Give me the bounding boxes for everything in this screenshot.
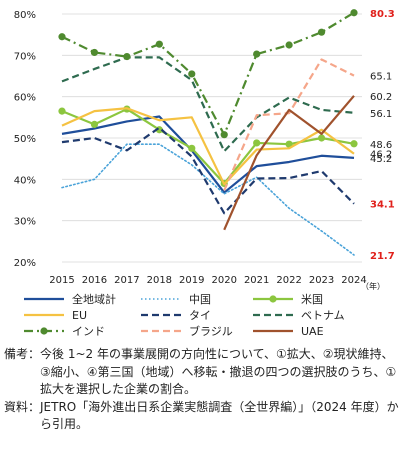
legend-label: 米国: [301, 293, 323, 306]
series-2-point: [285, 140, 293, 148]
x-tick-label: 2021: [244, 275, 269, 286]
note-source-label: 資料：: [4, 399, 41, 414]
series-8-line: [223, 95, 355, 231]
note-source-text: JETRO「海外進出日系企業実態調査（全世界編）」（2024 年度）から引用。: [40, 399, 399, 432]
y-tick-label: 30%: [14, 217, 36, 228]
legend-label: インド: [72, 325, 105, 338]
x-tick-label: 2022: [276, 275, 301, 286]
legend-marker: [40, 327, 48, 335]
legend-marker: [269, 295, 277, 303]
y-tick-label: 50%: [14, 134, 36, 145]
notes: 備考： 今後 1~2 年の事業展開の方向性について、①拡大、②現状維持、③縮小、…: [4, 346, 402, 434]
series-2-point: [188, 144, 196, 152]
series-lines: [58, 9, 358, 256]
series-4-line: [61, 126, 355, 215]
series-6-point: [90, 48, 99, 57]
y-tick-label: 20%: [14, 258, 36, 269]
series-6-point: [350, 9, 358, 17]
y-tick-label: 70%: [14, 51, 36, 62]
note-remarks-label: 備考：: [4, 347, 41, 361]
note-remarks-text: 今後 1~2 年の事業展開の方向性について、①拡大、②現状維持、③縮小、④第三国…: [40, 347, 397, 396]
x-axis-unit: （年）: [361, 281, 385, 291]
series-0-line: [61, 115, 355, 194]
series-2-point: [317, 134, 326, 142]
legend-label: ブラジル: [189, 324, 233, 338]
note-source: 資料： JETRO「海外進出日系企業実態調査（全世界編）」（2024 年度）から…: [4, 399, 402, 434]
series-1-line: [61, 143, 355, 256]
x-tick-label: 2024: [341, 275, 366, 286]
series-2-line: [61, 107, 355, 185]
y-axis: 20% 30% 40% 50% 60% 70% 80%: [14, 10, 36, 269]
series-3-end-label: 46.2: [370, 150, 392, 161]
legend-label: UAE: [301, 325, 324, 338]
x-axis: 2015 2016 2017 2018 2019 2020 2021 2022 2023 2024…: [49, 275, 385, 291]
series-2-end-label: 48.6: [370, 140, 392, 151]
series-1-end-label: 21.7: [370, 251, 395, 262]
x-tick-label: 2017: [114, 275, 139, 286]
series-6-point: [123, 52, 131, 61]
series-6-point: [253, 50, 261, 58]
legend-label: 中国: [189, 293, 211, 306]
legend-label: EU: [72, 309, 87, 322]
x-tick-label: 2015: [49, 275, 74, 286]
series-7-line: [223, 58, 355, 191]
y-tick-label: 80%: [14, 10, 36, 21]
series-6-point: [155, 40, 163, 48]
series-6-point: [220, 131, 228, 139]
series-6-point: [188, 70, 196, 78]
legend-label: 全地域計: [72, 292, 116, 306]
series-2-point: [58, 107, 66, 115]
series-2-point: [253, 139, 261, 147]
line-chart: 20%30%40%50%60%70%80% 2015 2016 2017 2018 20…: [14, 9, 395, 338]
series-6-end-label: 80.3: [370, 9, 395, 20]
series-6-point: [58, 33, 66, 41]
series-7-end-label: 65.1: [370, 72, 392, 83]
series-2-point: [350, 140, 358, 148]
series-0-end-label: 45.2: [370, 154, 392, 165]
x-tick-label: 2016: [82, 275, 107, 286]
legend-label: タイ: [189, 309, 211, 322]
note-remarks: 備考： 今後 1~2 年の事業展開の方向性について、①拡大、②現状維持、③縮小、…: [4, 346, 402, 399]
series-5-end-label: 56.1: [370, 109, 392, 120]
x-tick-label: 2023: [309, 275, 334, 286]
x-tick-label: 2019: [179, 275, 204, 286]
legend-label: ベトナム: [301, 309, 345, 322]
y-tick-label: 40%: [14, 175, 36, 186]
series-4-end-label: 34.1: [370, 200, 395, 211]
y-tick-label: 60%: [14, 93, 36, 104]
series-2-point: [90, 120, 99, 128]
series-6-point: [317, 28, 326, 36]
x-tick-label: 2020: [211, 275, 236, 286]
series-5-line: [61, 56, 355, 153]
series-3-line: [61, 107, 355, 186]
series-6-line: [61, 11, 355, 136]
series-8-end-label: 60.2: [370, 92, 392, 103]
x-tick-label: 2018: [147, 275, 172, 286]
end-labels: 45.2 21.7 48.646.2 34.1 56.1 80.3 65.1 60.2: [370, 9, 395, 262]
series-6-point: [285, 41, 293, 49]
gridlines: [62, 13, 362, 263]
